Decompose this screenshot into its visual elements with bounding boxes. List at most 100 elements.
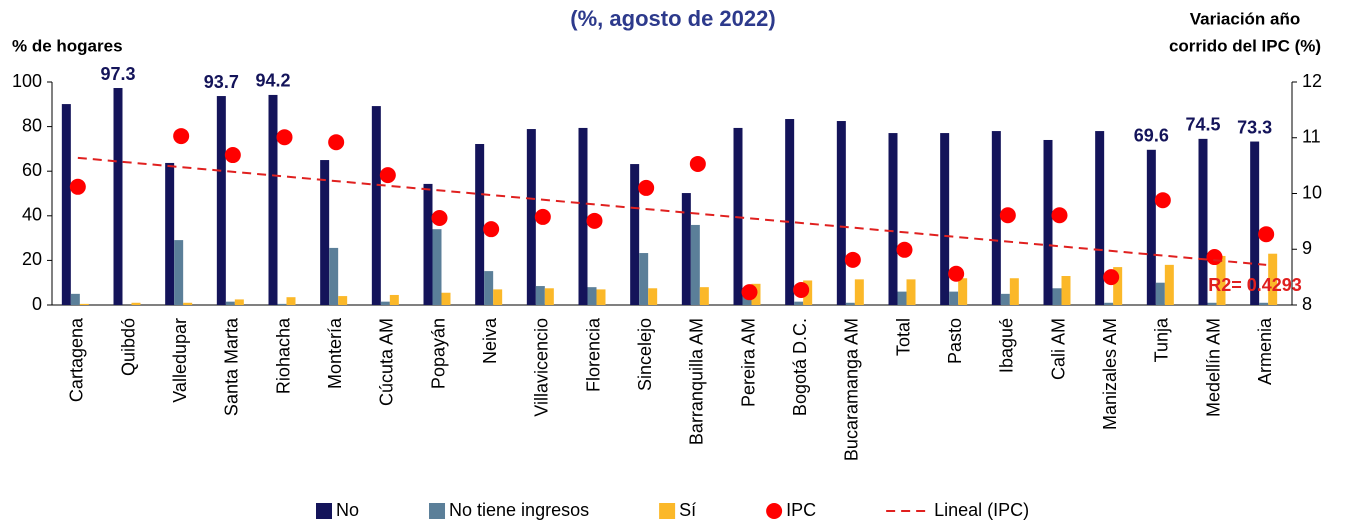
bar (1104, 302, 1114, 305)
x-tick-label: Pasto (945, 318, 965, 364)
ipc-dot (224, 147, 241, 164)
bar (845, 302, 855, 305)
trend-line (77, 156, 1267, 266)
bar (1268, 253, 1278, 305)
y2-tick-label: 8 (1302, 294, 1312, 314)
bar (165, 162, 175, 305)
y2-axis-label: corrido del IPC (%) (1169, 36, 1321, 55)
bar (836, 121, 846, 306)
y-tick-label: 0 (32, 294, 42, 314)
bar (131, 302, 141, 305)
x-tick-label: Barranquilla AM (687, 318, 707, 445)
bar (690, 224, 700, 305)
bar (475, 143, 485, 305)
bar (1146, 149, 1156, 305)
ipc-dot (483, 221, 500, 238)
x-tick-label: Cali AM (1048, 318, 1068, 380)
y2-tick-label: 10 (1302, 182, 1322, 202)
bar (286, 297, 296, 305)
ipc-dot (741, 284, 758, 301)
bar (544, 288, 554, 305)
y2-tick-label: 9 (1302, 238, 1312, 258)
ipc-dot (1258, 226, 1275, 243)
bar (949, 291, 959, 305)
bar (888, 133, 898, 305)
legend-label: IPC (786, 500, 816, 520)
bar (61, 104, 71, 306)
x-tick-label: Manizales AM (1100, 318, 1120, 430)
bar (897, 291, 907, 305)
ipc-dot (276, 129, 293, 146)
ipc-dot (534, 208, 551, 225)
bar (174, 240, 184, 305)
ipc-dot (999, 207, 1016, 224)
legend-label: No (336, 500, 359, 520)
ipc-dot (1206, 249, 1223, 266)
bar (906, 279, 916, 305)
y-tick-label: 40 (22, 205, 42, 225)
bar (940, 133, 950, 305)
bar (441, 292, 451, 305)
bar (493, 289, 503, 305)
bar (1259, 302, 1269, 305)
ipc-dot (638, 179, 655, 196)
legend-marker (766, 503, 783, 519)
bar (113, 88, 123, 306)
bar (958, 278, 968, 305)
bar (1198, 138, 1208, 305)
bar (389, 294, 399, 305)
bar (596, 289, 606, 305)
bar (79, 303, 89, 305)
bar (277, 303, 287, 305)
data-label: 94.2 (255, 71, 290, 91)
y-tick-label: 20 (22, 249, 42, 269)
y-tick-label: 100 (12, 71, 42, 91)
bar (578, 127, 588, 305)
bar (329, 247, 339, 305)
bar (1009, 278, 1019, 305)
data-label: 97.3 (100, 64, 135, 84)
bar (1113, 267, 1123, 305)
legend-label: Lineal (IPC) (934, 500, 1029, 520)
bar (1000, 293, 1010, 305)
bar (1216, 255, 1226, 305)
bar (1250, 141, 1260, 305)
bar (1061, 276, 1071, 305)
x-tick-label: Villavicencio (532, 318, 552, 417)
bar (1052, 288, 1062, 305)
x-tick-label: Neiva (480, 317, 500, 364)
bar (1043, 139, 1053, 305)
ipc-dot (689, 155, 706, 172)
x-tick-label: Popayán (428, 318, 448, 389)
bar (1164, 264, 1174, 305)
bar (587, 287, 597, 305)
data-label: 69.6 (1134, 126, 1169, 146)
bar (535, 286, 545, 305)
bar (225, 301, 235, 305)
legend-marker (429, 503, 446, 519)
x-tick-label: Bogotá D.C. (790, 318, 810, 416)
x-tick-label: Cúcuta AM (377, 318, 397, 406)
x-tick-label: Riohacha (273, 317, 293, 394)
legend-marker (659, 503, 676, 519)
x-tick-label: Armenia (1255, 317, 1275, 385)
x-tick-label: Santa Marta (222, 317, 242, 416)
ipc-dot (69, 178, 86, 195)
y2-tick-label: 12 (1302, 71, 1322, 91)
data-label: 74.5 (1185, 115, 1220, 135)
bar (216, 96, 226, 305)
bar (423, 183, 433, 305)
y2-axis-label: Variación año (1190, 9, 1301, 28)
bar (630, 164, 640, 305)
bar (1095, 131, 1105, 305)
legend-marker (316, 503, 332, 519)
bar (639, 253, 649, 305)
x-tick-label: Total (893, 318, 913, 356)
bar (234, 299, 244, 305)
y-tick-label: 80 (22, 115, 42, 135)
data-label: 93.7 (204, 72, 239, 92)
x-tick-label: Ibagué (997, 318, 1017, 373)
bar (380, 301, 390, 305)
x-tick-label: Florencia (583, 317, 603, 392)
